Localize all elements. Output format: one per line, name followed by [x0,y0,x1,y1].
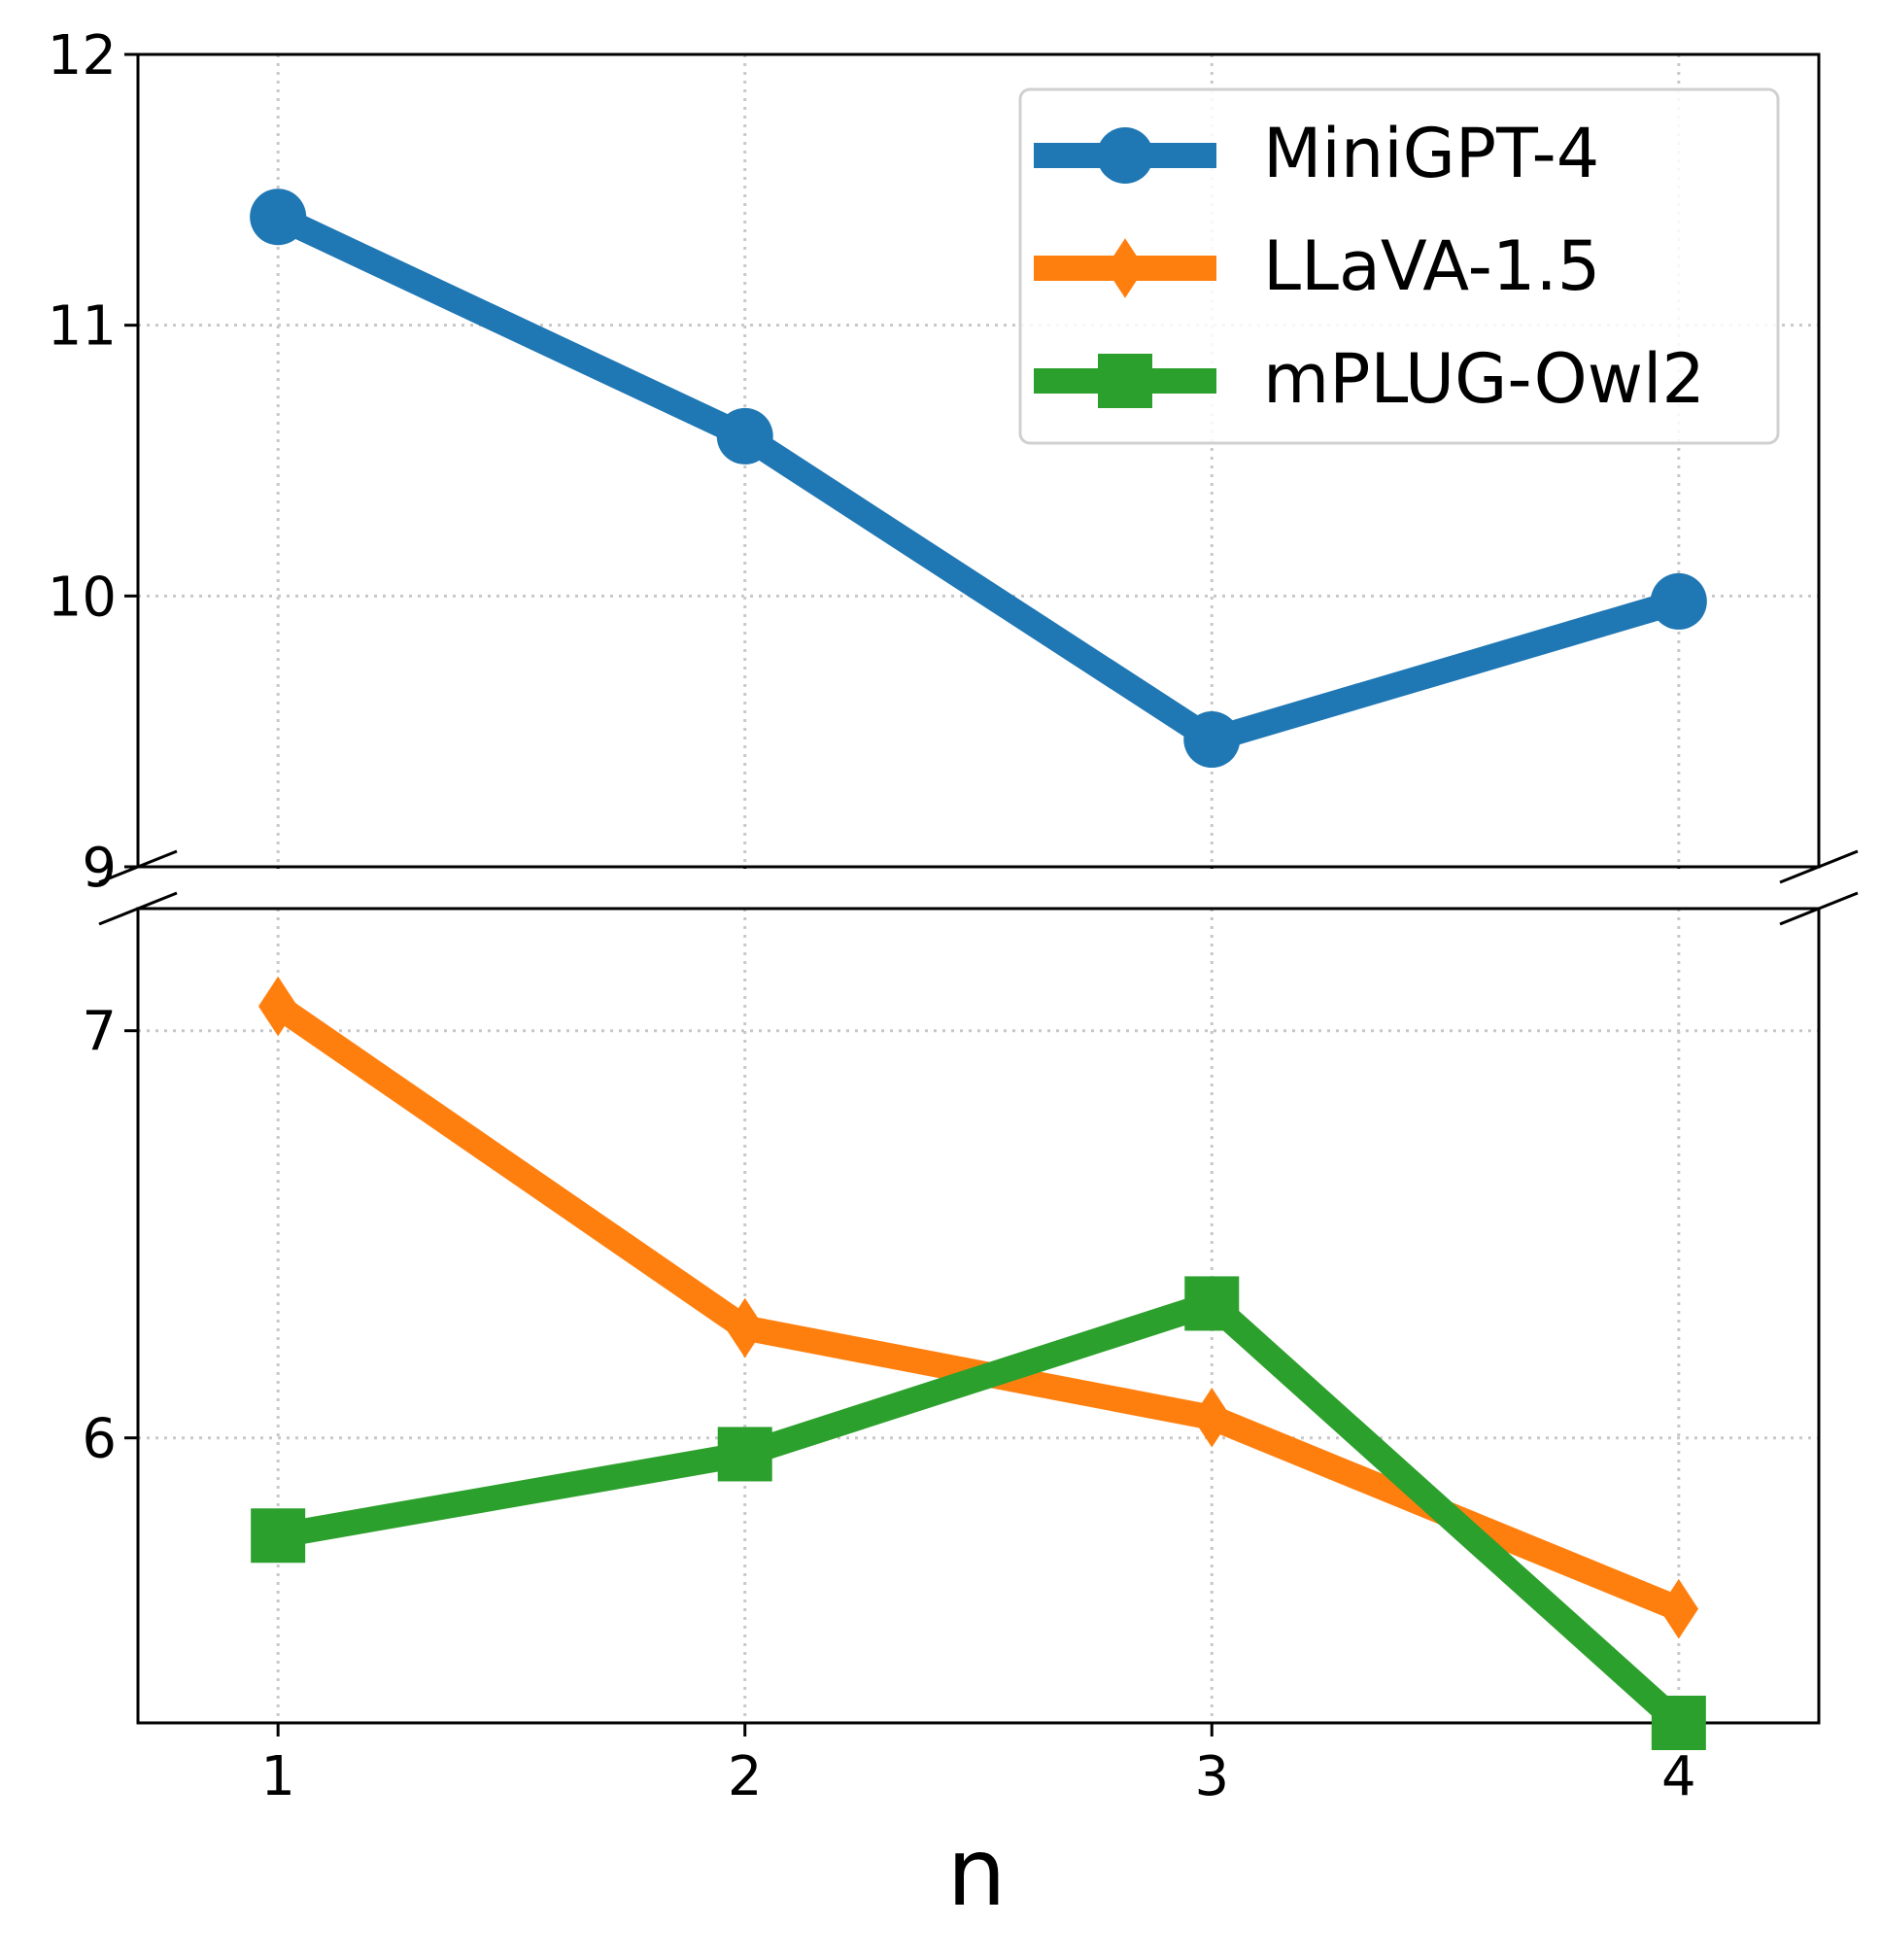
data-point [725,1297,765,1358]
y-tick-label: 10 [48,566,117,629]
axis-break-mark [98,849,178,884]
data-point [250,189,307,246]
data-point [251,1508,306,1564]
x-tick-label: 1 [260,1745,295,1808]
data-point [1183,711,1241,769]
y-tick-label: 9 [82,837,117,900]
data-point [258,976,298,1037]
axis-break-mark [1779,891,1859,926]
x-axis-label: n [947,1818,1007,1927]
y-tick-label: 7 [82,1001,117,1064]
data-point [1659,1578,1698,1639]
x-tick-label: 2 [728,1745,763,1808]
legend-box [1018,87,1780,445]
data-point [1651,1696,1706,1750]
y-tick-label: 11 [48,295,117,359]
axis-break-gap [132,869,1825,907]
y-tick-label: 12 [48,24,117,87]
legend-label: MiniGPT-4 [1263,114,1599,193]
y-tick-label: 6 [82,1408,117,1471]
legend-label: mPLUG-Owl2 [1263,339,1705,419]
data-point [1184,1276,1240,1331]
legend-marker [1105,238,1146,298]
x-tick-label: 3 [1194,1745,1229,1808]
axis-break-mark [1779,849,1859,884]
data-point [1650,572,1707,630]
data-point [717,1427,772,1482]
legend-marker [1098,354,1152,408]
legend-label: LLaVA-1.5 [1263,226,1600,306]
panel-frame-top [136,52,1821,869]
data-point [716,407,773,464]
x-tick-label: 4 [1661,1745,1696,1808]
panel-frame-bottom [136,907,1821,1725]
data-point [1192,1387,1232,1448]
axis-break-mark [98,891,178,926]
legend-marker [1097,127,1153,184]
series-line-mplug-owl2 [275,1289,1688,1733]
series-line-minigpt-4 [272,205,1683,754]
